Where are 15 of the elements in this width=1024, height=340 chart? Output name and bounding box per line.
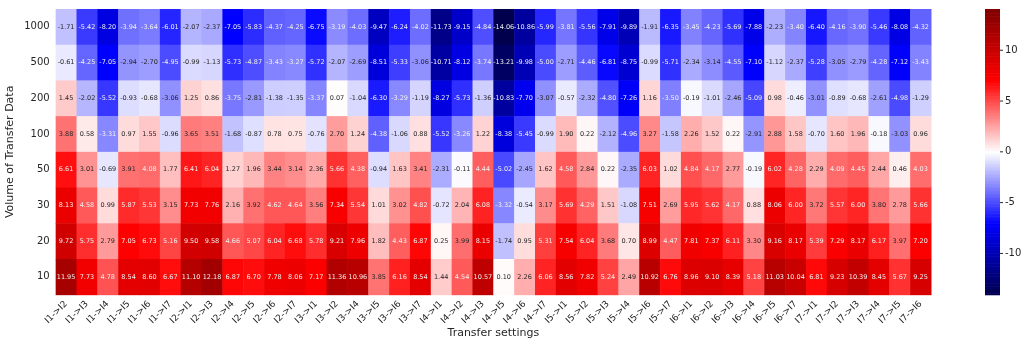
color-bar-label: 0 <box>1005 145 1012 157</box>
color-bar-label: -10 <box>1005 247 1022 259</box>
y-tick-label: 50 <box>36 163 50 175</box>
color-bar-label: -5 <box>1005 196 1015 208</box>
x-axis-title: Transfer settings <box>446 326 540 340</box>
y-tick-label: 500 <box>30 56 50 68</box>
y-tick-label: 20 <box>36 234 50 246</box>
y-axis-title: Volume of Transfer Data <box>3 85 17 219</box>
y-tick-label: 1000 <box>24 20 50 32</box>
y-tick-label: 30 <box>36 199 50 210</box>
y-tick-label: 10 <box>36 270 50 282</box>
y-tick-label: 100 <box>30 127 50 139</box>
color-bar-label: 5 <box>1005 94 1012 106</box>
y-tick-label: 200 <box>30 91 50 103</box>
color-bar-label: 10 <box>1005 43 1018 55</box>
